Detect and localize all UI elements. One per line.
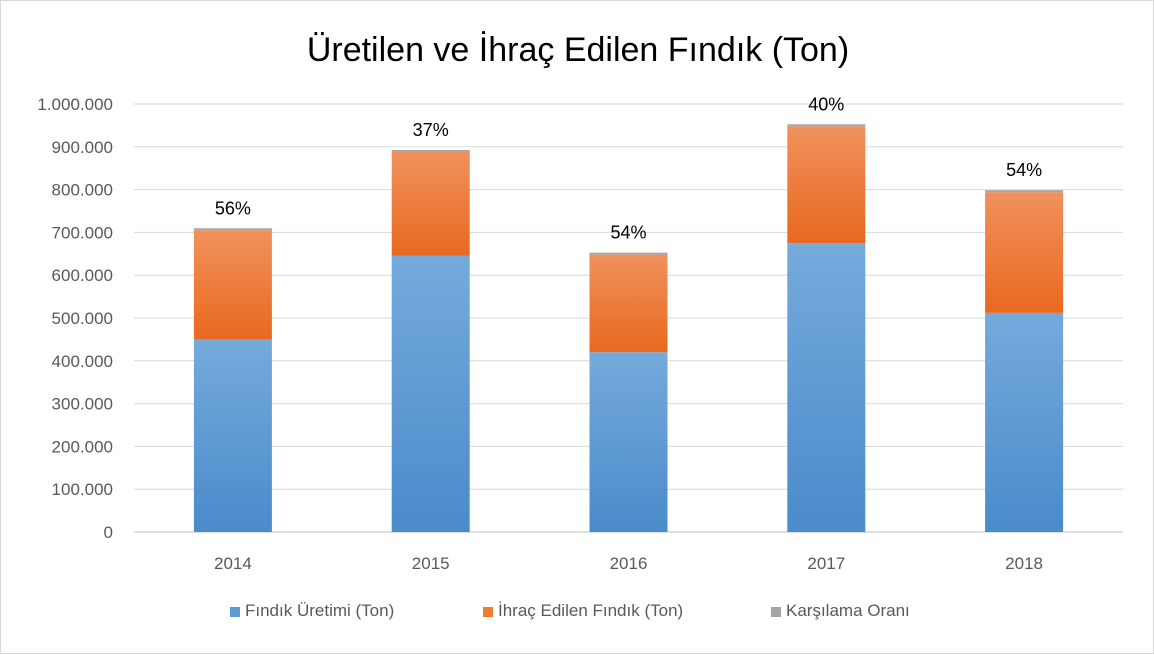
data-label: 37% — [413, 120, 449, 140]
data-label: 54% — [610, 223, 646, 243]
bar-coverage-ratio — [787, 124, 866, 127]
bar-production — [985, 312, 1064, 532]
bar-production — [589, 352, 668, 532]
bar-export — [985, 192, 1064, 313]
bar-production — [787, 243, 866, 532]
bar-coverage-ratio — [193, 228, 272, 231]
y-tick-label: 500.000 — [52, 309, 113, 328]
legend: Fındık Üretimi (Ton) İhraç Edilen Fındık … — [230, 601, 910, 620]
y-tick-label: 700.000 — [52, 223, 113, 242]
data-label: 40% — [808, 94, 844, 114]
legend-label: İhraç Edilen Fındık (Ton) — [498, 601, 683, 620]
legend-label: Karşılama Oranı — [786, 601, 910, 620]
y-tick-label: 0 — [104, 523, 113, 542]
x-axis-ticks: 2014 2015 2016 2017 2018 — [214, 554, 1043, 573]
y-tick-label: 1.000.000 — [37, 95, 113, 114]
legend-swatch — [771, 607, 781, 617]
y-tick-label: 400.000 — [52, 352, 113, 371]
legend-item: İhraç Edilen Fındık (Ton) — [483, 601, 683, 620]
bar-export — [787, 126, 866, 244]
x-tick-label: 2014 — [214, 554, 252, 573]
bar-export — [193, 230, 272, 340]
legend-item: Karşılama Oranı — [771, 601, 910, 620]
legend-label: Fındık Üretimi (Ton) — [245, 601, 394, 620]
legend-swatch — [483, 607, 493, 617]
bar-production — [391, 255, 470, 532]
bar-coverage-ratio — [391, 149, 470, 152]
bar-export — [391, 151, 470, 256]
y-tick-label: 800.000 — [52, 181, 113, 200]
data-label: 56% — [215, 198, 251, 218]
y-axis-ticks: 0 100.000 200.000 300.000 400.000 500.000 600.… — [37, 95, 113, 542]
chart-title: Üretilen ve İhraç Edilen Fındık (Ton) — [307, 31, 849, 69]
bars — [193, 124, 1064, 532]
x-tick-label: 2017 — [807, 554, 845, 573]
bar-export — [589, 254, 668, 353]
legend-swatch — [230, 607, 240, 617]
bar-coverage-ratio — [589, 252, 668, 255]
legend-item: Fındık Üretimi (Ton) — [230, 601, 394, 620]
data-label: 54% — [1006, 160, 1042, 180]
y-tick-label: 300.000 — [52, 395, 113, 414]
y-tick-label: 200.000 — [52, 437, 113, 456]
data-labels: 56% 37% 54% 40% 54% — [215, 94, 1042, 242]
bar-production — [193, 339, 272, 532]
x-tick-label: 2018 — [1005, 554, 1043, 573]
bar-coverage-ratio — [985, 190, 1064, 193]
y-tick-label: 100.000 — [52, 480, 113, 499]
y-tick-label: 900.000 — [52, 138, 113, 157]
x-tick-label: 2016 — [610, 554, 648, 573]
y-tick-label: 600.000 — [52, 266, 113, 285]
x-tick-label: 2015 — [412, 554, 450, 573]
